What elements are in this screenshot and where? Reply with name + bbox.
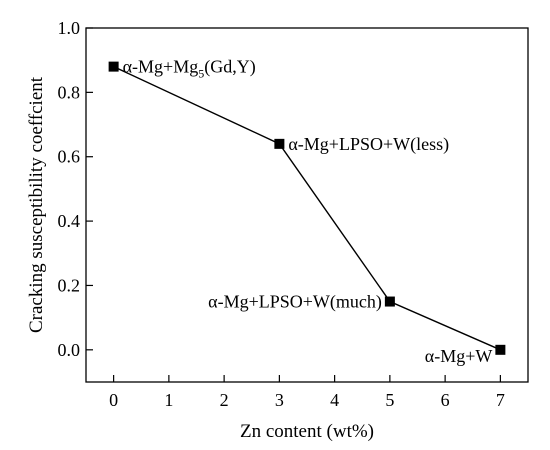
point-annotation: α-Mg+Mg5(Gd,Y) [123,57,256,81]
x-axis-ticks: 0 1 2 3 4 5 6 7 [109,375,505,410]
x-tick-label: 6 [441,390,450,410]
data-markers [108,61,506,355]
x-tick-label: 3 [275,390,284,410]
y-tick-label: 0.8 [58,82,81,102]
x-tick-label: 0 [109,390,118,410]
data-point-marker [495,344,506,355]
y-axis-label: Cracking susceptibility coeffcient [26,76,47,333]
x-tick-label: 5 [385,390,394,410]
x-axis-label: Zn content (wt%) [240,421,374,442]
series-line [113,65,501,351]
x-tick-label: 4 [330,390,339,410]
data-point-marker [384,296,395,307]
y-tick-label: 1.0 [58,18,81,38]
y-axis-ticks: 0.0 0.2 0.4 0.6 0.8 1.0 [58,18,93,360]
y-tick-label: 0.4 [58,211,81,231]
point-annotation: α-Mg+LPSO+W(much) [208,292,382,313]
point-annotation: α-Mg+W [425,346,493,366]
y-tick-label: 0.2 [58,275,81,295]
plot-frame [85,27,529,383]
point-annotations: α-Mg+Mg5(Gd,Y) α-Mg+LPSO+W(less) α-Mg+LPSO… [123,57,493,366]
x-tick-label: 7 [496,390,505,410]
y-tick-label: 0.6 [58,147,81,167]
x-tick-label: 1 [164,390,173,410]
x-tick-label: 2 [220,390,229,410]
data-point-marker [108,61,119,72]
y-tick-label: 0.0 [58,340,81,360]
data-point-marker [274,138,285,149]
point-annotation: α-Mg+LPSO+W(less) [288,134,449,155]
